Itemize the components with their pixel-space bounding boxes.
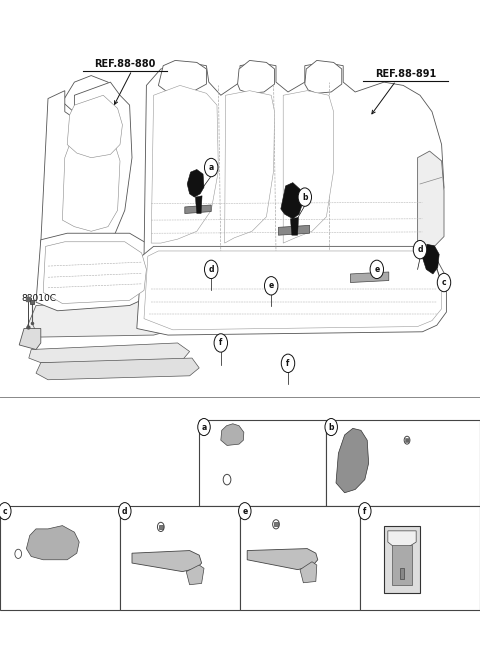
Polygon shape (247, 549, 318, 570)
Polygon shape (29, 343, 190, 363)
Polygon shape (132, 551, 202, 572)
Circle shape (198, 419, 210, 436)
Text: d: d (208, 265, 214, 274)
Bar (360, 506, 480, 610)
Circle shape (359, 503, 371, 520)
Circle shape (15, 549, 22, 558)
Polygon shape (388, 531, 416, 547)
Polygon shape (43, 242, 146, 304)
Bar (400, 568, 404, 579)
Text: e: e (269, 281, 274, 290)
Polygon shape (151, 85, 218, 243)
Text: 1125DB: 1125DB (286, 516, 317, 525)
Polygon shape (26, 299, 178, 337)
Polygon shape (305, 60, 342, 93)
Polygon shape (158, 60, 206, 93)
Text: b: b (328, 422, 334, 432)
Polygon shape (19, 328, 41, 350)
Bar (392, 545, 412, 585)
Polygon shape (221, 424, 244, 445)
Bar (240, 506, 360, 610)
Polygon shape (186, 565, 204, 585)
Text: 89795: 89795 (286, 583, 311, 593)
Polygon shape (418, 151, 444, 246)
Circle shape (404, 436, 410, 444)
Bar (0, 506, 120, 610)
Text: d: d (417, 245, 423, 254)
Bar (384, 526, 420, 593)
Polygon shape (67, 95, 122, 158)
Circle shape (214, 334, 228, 352)
Circle shape (437, 273, 451, 292)
Polygon shape (300, 562, 317, 583)
Text: f: f (286, 359, 290, 368)
Text: 89710: 89710 (412, 483, 437, 492)
Polygon shape (185, 205, 211, 214)
Text: a: a (202, 422, 206, 432)
Circle shape (273, 520, 279, 529)
Text: e: e (242, 507, 247, 516)
Circle shape (204, 158, 218, 177)
Text: 89752: 89752 (276, 443, 301, 453)
Polygon shape (336, 428, 369, 493)
Circle shape (239, 503, 251, 520)
Polygon shape (26, 526, 79, 560)
Polygon shape (195, 196, 202, 214)
Circle shape (298, 188, 312, 206)
Text: a: a (209, 163, 214, 172)
Circle shape (264, 277, 278, 295)
Polygon shape (187, 170, 204, 197)
Text: d: d (122, 507, 128, 516)
Text: 1125DB: 1125DB (166, 516, 197, 525)
Text: REF.88-880: REF.88-880 (94, 59, 156, 69)
Polygon shape (137, 246, 446, 335)
Circle shape (157, 522, 164, 532)
Polygon shape (283, 91, 334, 243)
Text: 11405B: 11405B (166, 528, 196, 537)
Text: 89898B: 89898B (158, 583, 189, 593)
Polygon shape (225, 91, 275, 243)
Text: 88010C: 88010C (22, 294, 57, 304)
Text: 89751: 89751 (48, 574, 73, 583)
Text: 11405B: 11405B (11, 516, 41, 525)
Polygon shape (238, 60, 275, 93)
Bar (199, 420, 326, 506)
Text: e: e (374, 265, 379, 274)
Text: f: f (219, 338, 223, 348)
Text: c: c (2, 507, 7, 516)
Circle shape (370, 260, 384, 279)
Circle shape (413, 240, 427, 259)
Polygon shape (36, 358, 199, 380)
Polygon shape (422, 244, 439, 274)
Circle shape (204, 260, 218, 279)
Text: 68332A: 68332A (370, 507, 400, 516)
Text: b: b (302, 193, 308, 202)
Polygon shape (144, 62, 444, 260)
Text: 11233: 11233 (418, 447, 443, 457)
Bar (326, 420, 480, 506)
Text: 11405B: 11405B (286, 528, 316, 537)
Circle shape (223, 474, 231, 485)
Text: c: c (442, 278, 446, 287)
Bar (120, 506, 240, 610)
Polygon shape (62, 76, 115, 113)
Polygon shape (278, 225, 310, 235)
Polygon shape (144, 251, 442, 330)
Polygon shape (350, 272, 389, 283)
Polygon shape (41, 82, 132, 246)
Text: REF.88-891: REF.88-891 (375, 69, 436, 79)
Text: f: f (363, 507, 367, 516)
Circle shape (119, 503, 131, 520)
Polygon shape (36, 233, 154, 311)
Polygon shape (62, 125, 120, 231)
Circle shape (281, 354, 295, 373)
Text: 86549: 86549 (418, 434, 443, 443)
Circle shape (325, 419, 337, 436)
Text: 11405B: 11405B (276, 483, 307, 492)
Polygon shape (281, 183, 302, 219)
Circle shape (0, 503, 11, 520)
Polygon shape (290, 217, 299, 235)
